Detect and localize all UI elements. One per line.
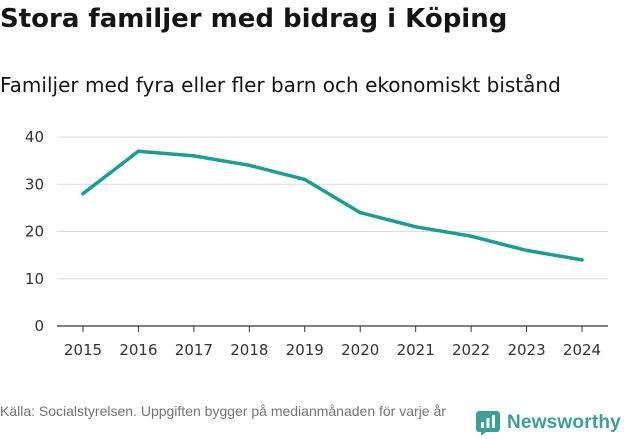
y-tick-label: 40	[25, 128, 44, 146]
y-tick-label: 20	[25, 223, 44, 241]
data-point-2018	[247, 163, 252, 168]
data-point-2015	[81, 191, 85, 196]
x-tick-label: 2019	[286, 341, 324, 359]
y-axis-labels: 0 10 20 30 40	[25, 128, 44, 335]
x-tick-label: 2021	[397, 341, 435, 359]
x-tick-label: 2023	[507, 341, 545, 359]
x-tick-label: 2022	[452, 341, 490, 359]
x-tick-label: 2016	[119, 341, 157, 359]
grid-lines	[57, 136, 608, 280]
newsworthy-logo-icon	[476, 411, 500, 435]
data-point-2023	[524, 248, 529, 253]
series-layer	[81, 149, 584, 262]
y-tick-label: 30	[25, 175, 44, 193]
data-point-2020	[358, 210, 362, 215]
chart-title: Stora familjer med bidrag i Köping	[0, 4, 508, 34]
data-point-2019	[303, 177, 307, 182]
x-tick-label: 2024	[563, 341, 601, 359]
x-tick-label: 2018	[230, 341, 268, 359]
source-note: Källa: Socialstyrelsen. Uppgiften bygger…	[0, 403, 446, 419]
data-point-2017	[192, 154, 196, 158]
x-axis	[57, 325, 608, 332]
data-point-2024	[580, 258, 584, 262]
x-tick-label: 2020	[341, 341, 379, 359]
data-point-2016	[136, 149, 141, 153]
brand-logo: Newsworthy	[476, 408, 621, 438]
data-point-2021	[413, 225, 418, 229]
y-tick-label: 0	[34, 317, 44, 335]
series-line-1	[81, 149, 584, 262]
x-axis-labels: 2015 2016 2017 2018 2019 2020 2021 2022 2023 2024	[64, 341, 601, 359]
chart-subtitle: Familjer med fyra eller fler barn och ek…	[0, 73, 561, 97]
data-point-2022	[469, 234, 473, 238]
brand-name: Newsworthy	[507, 412, 621, 433]
x-tick-label: 2017	[175, 341, 213, 359]
x-tick-label: 2015	[64, 341, 102, 359]
y-tick-label: 10	[25, 270, 44, 288]
